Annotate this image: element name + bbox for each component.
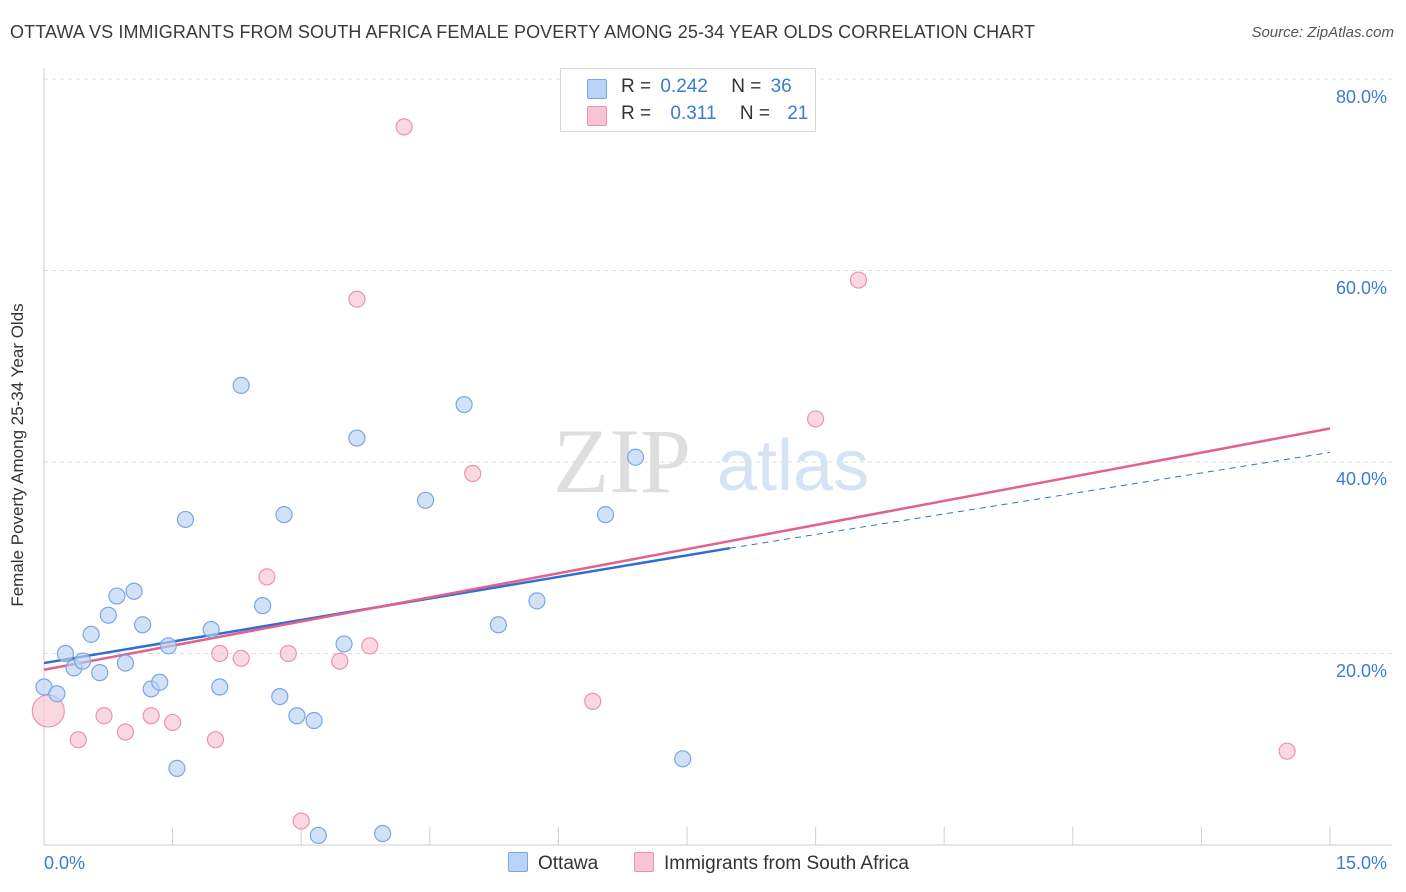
south-africa-point [348,290,366,308]
ottawa-point [108,587,126,605]
y-tick-label: 80.0% [1336,87,1388,107]
ottawa-point [211,678,229,696]
ottawa-point [596,506,615,524]
south-africa-point [206,731,225,749]
legend-text: R = 0.242 N = 36 [621,76,792,98]
r-value: 0.311 [670,103,717,124]
ottawa-point [82,625,100,643]
ottawa-point [176,510,195,529]
ottawa-point [275,506,293,524]
x-tick-label-max: 15.0% [1336,853,1388,873]
south-africa-point [116,723,135,741]
y-axis-label: Female Poverty Among 25-34 Year Olds [8,303,27,607]
legend-swatch-blue [587,79,607,99]
south-africa-point [232,649,250,667]
south-africa-point [69,731,87,749]
ottawa-point [288,707,306,725]
south-africa-point [31,694,65,728]
n-value: 36 [770,76,792,97]
ottawa-point [232,376,250,394]
legend-label: Ottawa [538,853,599,874]
legend-text: R = 0.311 N = 21 [621,103,808,125]
ottawa-point [348,429,366,447]
south-africa-point [142,707,160,725]
r-value: 0.242 [660,76,708,97]
legend-swatch-pink [634,852,654,872]
south-africa-point [361,637,379,655]
x-tick-label-min: 0.0% [44,853,86,873]
ottawa-point [91,664,109,682]
ottawa-point [151,673,169,691]
south-africa-point [1278,742,1296,760]
trend-lines [43,427,1331,672]
n-label: N = [731,76,762,97]
ottawa-point [374,824,392,843]
ottawa-point [335,635,353,653]
ottawa-point [48,685,66,703]
south-africa-point [258,568,276,586]
legend-label: Immigrants from South Africa [664,853,909,874]
ottawa-point [626,448,645,466]
south-africa-point [806,410,825,428]
r-label: R = [621,103,652,124]
legend-swatch-pink [587,106,607,126]
south-africa-point [849,271,868,289]
south-africa-point [584,692,602,710]
south-africa-trend-line [43,427,1331,672]
r-label: R = [621,76,652,97]
source-label: Source: ZipAtlas.com [1251,24,1394,41]
bottom-legend-south-africa[interactable]: Immigrants from South Africa [634,852,909,875]
ottawa-point [489,616,507,634]
y-tick-label: 20.0% [1336,661,1388,681]
ottawa-point [416,491,435,509]
legend-swatch-blue [508,852,528,872]
ottawa-point [305,711,323,730]
ottawa-point [168,759,186,778]
ottawa-point [528,592,546,610]
south-africa-point [211,644,229,663]
watermark-zip: ZIP [553,410,691,512]
y-tick-label: 40.0% [1336,469,1388,489]
ottawa-point [133,616,152,634]
n-value: 21 [787,103,809,124]
bottom-legend-ottawa[interactable]: Ottawa [508,852,598,875]
ottawa-point [116,654,135,672]
ottawa-point [56,644,75,663]
south-africa-point [279,644,297,663]
data-points [31,118,1296,845]
y-tick-label: 60.0% [1336,278,1388,298]
watermark: ZIP atlas [553,410,869,512]
chart-title: OTTAWA VS IMMIGRANTS FROM SOUTH AFRICA F… [10,22,1036,42]
ottawa-point [125,582,143,600]
ottawa-point [99,606,117,624]
south-africa-point [292,812,310,830]
ottawa-point [271,687,289,706]
ottawa-point [73,652,92,670]
south-africa-point [164,713,182,732]
ottawa-trend-projection [729,451,1331,549]
ottawa-point [159,637,177,655]
grid [44,78,1392,654]
ottawa-point [254,597,272,615]
ottawa-point [202,620,220,639]
south-africa-point [395,118,413,136]
ottawa-point [455,395,473,414]
south-africa-point [331,652,349,670]
n-label: N = [739,103,770,124]
south-africa-point [464,464,482,483]
south-africa-point [95,707,113,725]
watermark-atlas: atlas [717,426,869,506]
ottawa-point [674,750,692,768]
stats-legend: R = 0.242 N = 36 R = 0.311 N = 21 [560,68,816,132]
ottawa-point [309,826,327,845]
